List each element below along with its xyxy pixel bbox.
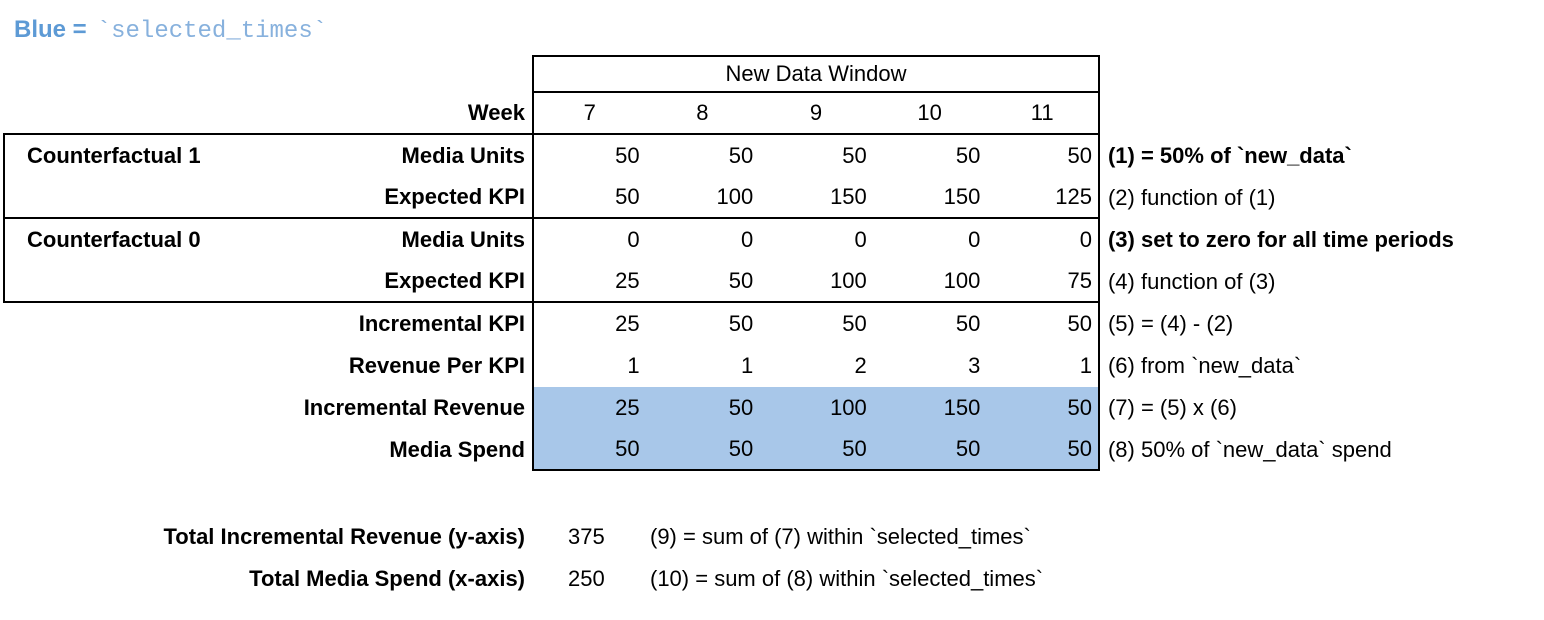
table-cell-highlighted: 150 bbox=[872, 387, 987, 429]
table-cell: 25 bbox=[532, 303, 646, 345]
new-data-window-header: New Data Window bbox=[532, 55, 1100, 93]
row-label: Expected KPI bbox=[384, 268, 525, 293]
table-cell: 3 bbox=[968, 353, 981, 378]
row-annotation: (8) 50% of `new_data` spend bbox=[1107, 437, 1392, 462]
table-cell-highlighted: 100 bbox=[759, 387, 873, 429]
row-label-cell: Incremental KPI bbox=[0, 303, 532, 345]
row-annotation: (6) from `new_data` bbox=[1107, 353, 1302, 378]
table-cell-highlighted: 50 bbox=[986, 387, 1100, 429]
row-label-cell: Expected KPI bbox=[3, 261, 532, 303]
spacer bbox=[1100, 55, 1544, 93]
table-cell: 100 bbox=[759, 261, 873, 303]
row-label: Revenue Per KPI bbox=[348, 353, 525, 378]
table-cell: 100 bbox=[645, 177, 760, 219]
table-cell: 50 bbox=[842, 311, 867, 336]
table-cell: 50 bbox=[728, 143, 754, 168]
table-cell: 50 bbox=[986, 303, 1100, 345]
table-cell-highlighted: 50 bbox=[759, 429, 873, 471]
table-cell-highlighted: 50 bbox=[645, 429, 760, 471]
table-cell: 2 bbox=[854, 353, 867, 378]
table-cell-highlighted: 50 bbox=[645, 387, 760, 429]
row-annotation: (1) = 50% of `new_data` bbox=[1107, 143, 1352, 168]
table-cell: 0 bbox=[854, 227, 867, 252]
table-cell: 100 bbox=[872, 261, 987, 303]
week-header: 10 bbox=[872, 93, 987, 135]
table-cell: 50 bbox=[986, 135, 1100, 177]
table-cell: 0 bbox=[968, 227, 981, 252]
row-annotation: (4) function of (3) bbox=[1107, 269, 1276, 294]
table-cell: 0 bbox=[740, 227, 754, 252]
row-label: Expected KPI bbox=[384, 184, 525, 209]
spacer bbox=[1100, 93, 1544, 135]
total-row: Total Incremental Revenue (y-axis) 375 (… bbox=[0, 516, 1043, 558]
table-cell: 50 bbox=[645, 261, 760, 303]
table-cell: 1 bbox=[740, 353, 754, 378]
row-annotation: (2) function of (1) bbox=[1107, 185, 1276, 210]
table-cell: 50 bbox=[842, 143, 867, 168]
table-cell: 50 bbox=[728, 311, 754, 336]
total-annotation: (9) = sum of (7) within `selected_times` bbox=[650, 524, 1031, 549]
table-cell-highlighted: 25 bbox=[532, 387, 646, 429]
week-label: Week bbox=[467, 100, 525, 125]
row-annotation: (3) set to zero for all time periods bbox=[1107, 227, 1454, 252]
table-cell: 1 bbox=[532, 345, 646, 387]
row-label-cell: Incremental Revenue bbox=[0, 387, 532, 429]
table-cell: 150 bbox=[759, 177, 873, 219]
week-header: 8 bbox=[645, 93, 760, 135]
legend-code: `selected_times` bbox=[96, 18, 328, 45]
row-label-cell: Counterfactual 1 Media Units bbox=[3, 135, 532, 177]
table-cell: 0 bbox=[986, 219, 1100, 261]
group-label: Counterfactual 1 bbox=[27, 143, 201, 168]
row-label-cell: Media Spend bbox=[0, 429, 532, 471]
week-header: 11 bbox=[986, 93, 1100, 135]
table-cell: 125 bbox=[986, 177, 1100, 219]
total-row: Total Media Spend (x-axis) 250 (10) = su… bbox=[0, 558, 1043, 600]
table-cell: 1 bbox=[986, 345, 1100, 387]
row-label: Incremental Revenue bbox=[303, 395, 525, 420]
color-legend: Blue = `selected_times` bbox=[14, 16, 327, 45]
legend-label: Blue = bbox=[14, 16, 87, 43]
row-label-cell: Revenue Per KPI bbox=[0, 345, 532, 387]
row-label-cell: Counterfactual 0 Media Units bbox=[3, 219, 532, 261]
row-label: Media Units bbox=[401, 227, 525, 252]
row-label: Incremental KPI bbox=[358, 311, 525, 336]
table-cell-highlighted: 50 bbox=[532, 429, 646, 471]
group-label: Counterfactual 0 bbox=[27, 227, 201, 252]
table-cell: 75 bbox=[986, 261, 1100, 303]
week-header: 7 bbox=[532, 93, 646, 135]
total-label: Total Incremental Revenue (y-axis) bbox=[163, 524, 526, 549]
counterfactual-table: New Data Window Week 7 8 9 10 11 Counter… bbox=[0, 55, 1544, 471]
totals-section: Total Incremental Revenue (y-axis) 375 (… bbox=[0, 516, 1044, 600]
row-annotation: (5) = (4) - (2) bbox=[1107, 311, 1234, 336]
table-cell: 50 bbox=[532, 177, 646, 219]
table-cell: 0 bbox=[532, 219, 646, 261]
table-cell-highlighted: 50 bbox=[872, 429, 987, 471]
total-value: 250 bbox=[568, 566, 605, 591]
table-cell: 150 bbox=[872, 177, 987, 219]
row-annotation: (7) = (5) x (6) bbox=[1107, 395, 1237, 420]
table-cell: 50 bbox=[532, 135, 646, 177]
row-label-cell: Expected KPI bbox=[3, 177, 532, 219]
total-value: 375 bbox=[568, 524, 605, 549]
table-cell: 50 bbox=[955, 311, 981, 336]
total-label: Total Media Spend (x-axis) bbox=[249, 566, 525, 591]
table-cell-highlighted: 50 bbox=[986, 429, 1100, 471]
total-annotation: (10) = sum of (8) within `selected_times… bbox=[650, 566, 1044, 591]
row-label: Media Units bbox=[401, 143, 525, 168]
table-cell: 50 bbox=[955, 143, 981, 168]
week-header: 9 bbox=[759, 93, 873, 135]
corner-spacer bbox=[0, 55, 532, 93]
table-cell: 25 bbox=[532, 261, 646, 303]
row-label: Media Spend bbox=[389, 437, 525, 462]
week-row-label-cell: Week bbox=[3, 93, 532, 135]
